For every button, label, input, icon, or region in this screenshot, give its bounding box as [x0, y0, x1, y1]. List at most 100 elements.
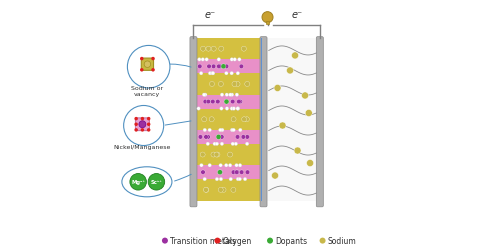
Circle shape	[232, 129, 235, 132]
Text: Sodium or
vacancy: Sodium or vacancy	[131, 86, 164, 97]
Circle shape	[224, 100, 229, 105]
Circle shape	[202, 93, 206, 97]
Circle shape	[218, 187, 223, 193]
Bar	[196, 109, 261, 131]
Circle shape	[200, 47, 206, 52]
Circle shape	[214, 152, 219, 158]
Bar	[196, 179, 261, 201]
Circle shape	[235, 93, 239, 97]
Circle shape	[241, 135, 245, 140]
Circle shape	[197, 65, 202, 69]
Circle shape	[200, 164, 203, 167]
Circle shape	[211, 47, 216, 52]
Circle shape	[130, 174, 147, 190]
Circle shape	[206, 135, 210, 140]
Circle shape	[144, 62, 150, 68]
Circle shape	[245, 142, 249, 146]
Circle shape	[209, 82, 215, 87]
Circle shape	[151, 69, 155, 72]
Circle shape	[215, 238, 220, 244]
Circle shape	[287, 68, 294, 75]
Bar	[266, 22, 269, 25]
Circle shape	[220, 135, 224, 140]
Circle shape	[279, 122, 286, 130]
Circle shape	[224, 65, 229, 69]
Circle shape	[201, 170, 205, 175]
Circle shape	[236, 107, 240, 111]
Circle shape	[231, 170, 236, 175]
Bar	[266, 39, 318, 201]
Circle shape	[219, 129, 222, 132]
Circle shape	[235, 135, 240, 140]
Circle shape	[231, 187, 236, 193]
Circle shape	[262, 13, 273, 24]
Circle shape	[238, 100, 243, 104]
Text: Sodium: Sodium	[328, 236, 356, 245]
Circle shape	[203, 178, 206, 181]
Circle shape	[207, 65, 211, 69]
Circle shape	[141, 129, 144, 132]
Circle shape	[319, 238, 325, 244]
Circle shape	[206, 100, 211, 104]
Circle shape	[228, 93, 232, 97]
Circle shape	[140, 58, 144, 61]
Circle shape	[205, 58, 208, 62]
Circle shape	[203, 129, 206, 132]
Circle shape	[219, 178, 223, 181]
Circle shape	[242, 47, 246, 52]
Circle shape	[134, 129, 138, 132]
Circle shape	[231, 117, 236, 122]
FancyBboxPatch shape	[135, 118, 149, 131]
FancyBboxPatch shape	[317, 38, 323, 207]
FancyBboxPatch shape	[190, 38, 197, 207]
Bar	[196, 74, 261, 95]
Circle shape	[236, 72, 240, 76]
FancyBboxPatch shape	[260, 38, 267, 207]
Text: Sc³⁺: Sc³⁺	[150, 180, 162, 184]
Circle shape	[220, 129, 224, 132]
Circle shape	[239, 170, 244, 175]
Circle shape	[151, 58, 155, 61]
Circle shape	[219, 47, 224, 52]
Circle shape	[209, 117, 214, 122]
Circle shape	[217, 58, 220, 62]
Circle shape	[203, 93, 207, 97]
Circle shape	[225, 107, 229, 111]
Circle shape	[274, 85, 281, 92]
Circle shape	[230, 58, 234, 62]
Circle shape	[215, 152, 220, 158]
Circle shape	[242, 117, 246, 122]
Circle shape	[232, 107, 236, 111]
Circle shape	[238, 58, 241, 62]
Circle shape	[245, 82, 250, 87]
FancyBboxPatch shape	[141, 59, 153, 71]
Text: Nickel/Manganese: Nickel/Manganese	[114, 145, 171, 150]
Circle shape	[198, 135, 203, 140]
Circle shape	[197, 107, 200, 111]
Circle shape	[221, 65, 226, 70]
Circle shape	[219, 82, 223, 87]
Circle shape	[220, 93, 224, 97]
Circle shape	[245, 170, 250, 175]
Circle shape	[228, 164, 232, 167]
Circle shape	[245, 117, 249, 122]
Circle shape	[216, 135, 221, 140]
Circle shape	[267, 238, 273, 244]
Circle shape	[147, 123, 150, 127]
Circle shape	[301, 92, 309, 100]
Circle shape	[305, 110, 312, 117]
Circle shape	[211, 65, 216, 69]
Text: Mg²⁺: Mg²⁺	[131, 180, 145, 184]
Circle shape	[238, 178, 242, 181]
Circle shape	[307, 160, 314, 167]
Circle shape	[230, 72, 233, 76]
Bar	[196, 60, 261, 74]
Circle shape	[220, 107, 223, 111]
Circle shape	[218, 170, 222, 175]
Circle shape	[211, 152, 216, 158]
Text: e⁻: e⁻	[204, 10, 216, 20]
Circle shape	[208, 72, 212, 76]
Circle shape	[139, 121, 146, 128]
Circle shape	[141, 117, 144, 121]
Circle shape	[213, 142, 217, 146]
